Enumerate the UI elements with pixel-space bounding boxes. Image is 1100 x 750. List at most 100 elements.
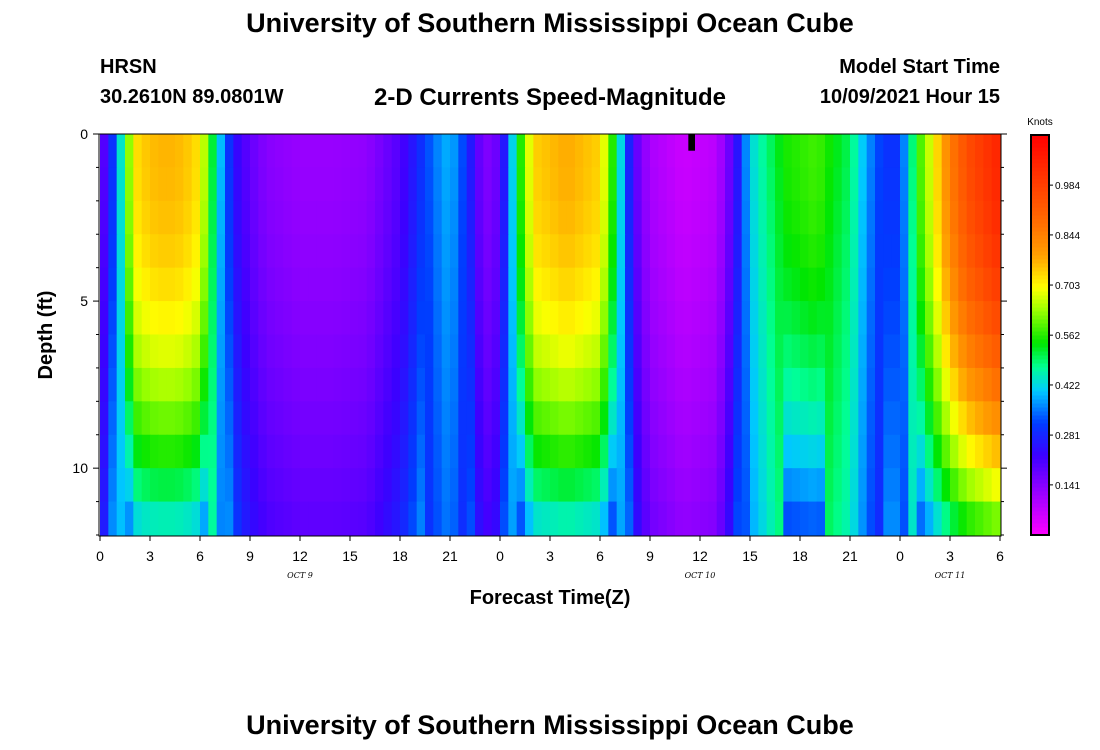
heatmap-cell <box>516 434 526 469</box>
heatmap-cell <box>575 134 584 169</box>
heatmap-cell <box>625 200 634 235</box>
colorbar-swatch <box>1031 403 1049 408</box>
heatmap-cell <box>850 267 859 302</box>
heatmap-cell <box>483 468 493 503</box>
heatmap-cell <box>200 434 209 469</box>
heatmap-cell <box>566 367 576 402</box>
colorbar-tick-label: 0.281 <box>1055 431 1080 442</box>
model-start-value: 10/09/2021 Hour 15 <box>819 86 1000 108</box>
heatmap-cell <box>541 334 551 369</box>
heatmap-cell <box>875 434 884 469</box>
heatmap-cell <box>750 234 759 269</box>
heatmap-cell <box>683 367 693 402</box>
heatmap-cell <box>833 401 843 436</box>
heatmap-cell <box>675 434 684 469</box>
heatmap-cell <box>200 468 209 503</box>
heatmap-cell <box>566 234 576 269</box>
heatmap-cell <box>633 200 643 235</box>
heatmap-cell <box>608 200 618 235</box>
heatmap-cell <box>675 334 684 369</box>
heatmap-cell <box>508 401 518 436</box>
heatmap-cell <box>858 267 868 302</box>
heatmap-cell <box>908 468 918 503</box>
heatmap-cell <box>600 301 609 336</box>
heatmap-cell <box>991 401 1001 436</box>
heatmap-cell <box>108 334 118 369</box>
heatmap-cell <box>108 501 118 536</box>
heatmap-cell <box>250 234 259 269</box>
colorbar-swatch <box>1031 199 1049 204</box>
heatmap-cell <box>358 200 368 235</box>
heatmap-cell <box>791 234 801 269</box>
heatmap-cell <box>608 434 618 469</box>
heatmap-cell <box>991 134 1001 169</box>
heatmap-cell <box>708 334 718 369</box>
colorbar-swatch <box>1031 187 1049 192</box>
colorbar-swatch <box>1031 383 1049 388</box>
heatmap-cell <box>591 301 601 336</box>
heatmap-cell <box>783 234 793 269</box>
heatmap-cell <box>966 434 976 469</box>
heatmap-cell <box>650 468 659 503</box>
heatmap-cell <box>925 468 934 503</box>
heatmap-cell <box>425 367 434 402</box>
heatmap-cell <box>750 468 759 503</box>
heatmap-cell <box>216 468 226 503</box>
heatmap-cell <box>908 200 918 235</box>
heatmap-cell <box>658 167 668 202</box>
heatmap-cell <box>900 234 909 269</box>
heatmap-cell <box>516 234 526 269</box>
heatmap-cell <box>100 301 109 336</box>
heatmap-cell <box>225 267 234 302</box>
heatmap-cell <box>608 167 618 202</box>
heatmap-cell <box>108 267 118 302</box>
heatmap-cell <box>616 267 626 302</box>
heatmap-cell <box>250 434 259 469</box>
heatmap-cell <box>783 434 793 469</box>
colorbar-swatch <box>1031 531 1049 536</box>
heatmap-cell <box>133 468 143 503</box>
heatmap-cell <box>933 434 943 469</box>
heatmap-cell <box>266 334 276 369</box>
heatmap-cell <box>883 334 893 369</box>
heatmap-cell <box>550 334 559 369</box>
heatmap-cell <box>566 401 576 436</box>
heatmap-cell <box>891 434 901 469</box>
heatmap-cell <box>133 134 143 169</box>
heatmap-cell <box>141 200 151 235</box>
heatmap-cell <box>800 234 809 269</box>
heatmap-cell <box>466 367 476 402</box>
heatmap-cell <box>916 234 926 269</box>
heatmap-cell <box>783 301 793 336</box>
heatmap-cell <box>525 401 534 436</box>
heatmap-cell <box>983 301 993 336</box>
heatmap-cell <box>225 134 234 169</box>
heatmap-cell <box>250 334 259 369</box>
heatmap-cell <box>908 301 918 336</box>
heatmap-cell <box>958 334 968 369</box>
heatmap-cell <box>525 367 534 402</box>
heatmap-cell <box>650 501 659 536</box>
heatmap-cell <box>758 301 768 336</box>
heatmap-cell <box>391 434 401 469</box>
heatmap-cell <box>600 167 609 202</box>
heatmap-cell <box>216 434 226 469</box>
heatmap-cell <box>458 301 468 336</box>
heatmap-cell <box>525 134 534 169</box>
heatmap-cell <box>516 134 526 169</box>
day-label: OCT 9 <box>287 571 313 580</box>
heatmap-cell <box>216 367 226 402</box>
colorbar-swatch <box>1031 475 1049 480</box>
heatmap-cell <box>966 501 976 536</box>
heatmap-cell <box>300 401 309 436</box>
heatmap-cell <box>808 167 818 202</box>
heatmap-cell <box>558 468 568 503</box>
heatmap-cell <box>541 301 551 336</box>
heatmap-cell <box>375 434 384 469</box>
heatmap-cell <box>158 468 168 503</box>
heatmap-cell <box>508 167 518 202</box>
heatmap-cell <box>150 434 159 469</box>
heatmap-cell <box>858 301 868 336</box>
heatmap-cell <box>875 401 884 436</box>
heatmap-cell <box>191 134 201 169</box>
